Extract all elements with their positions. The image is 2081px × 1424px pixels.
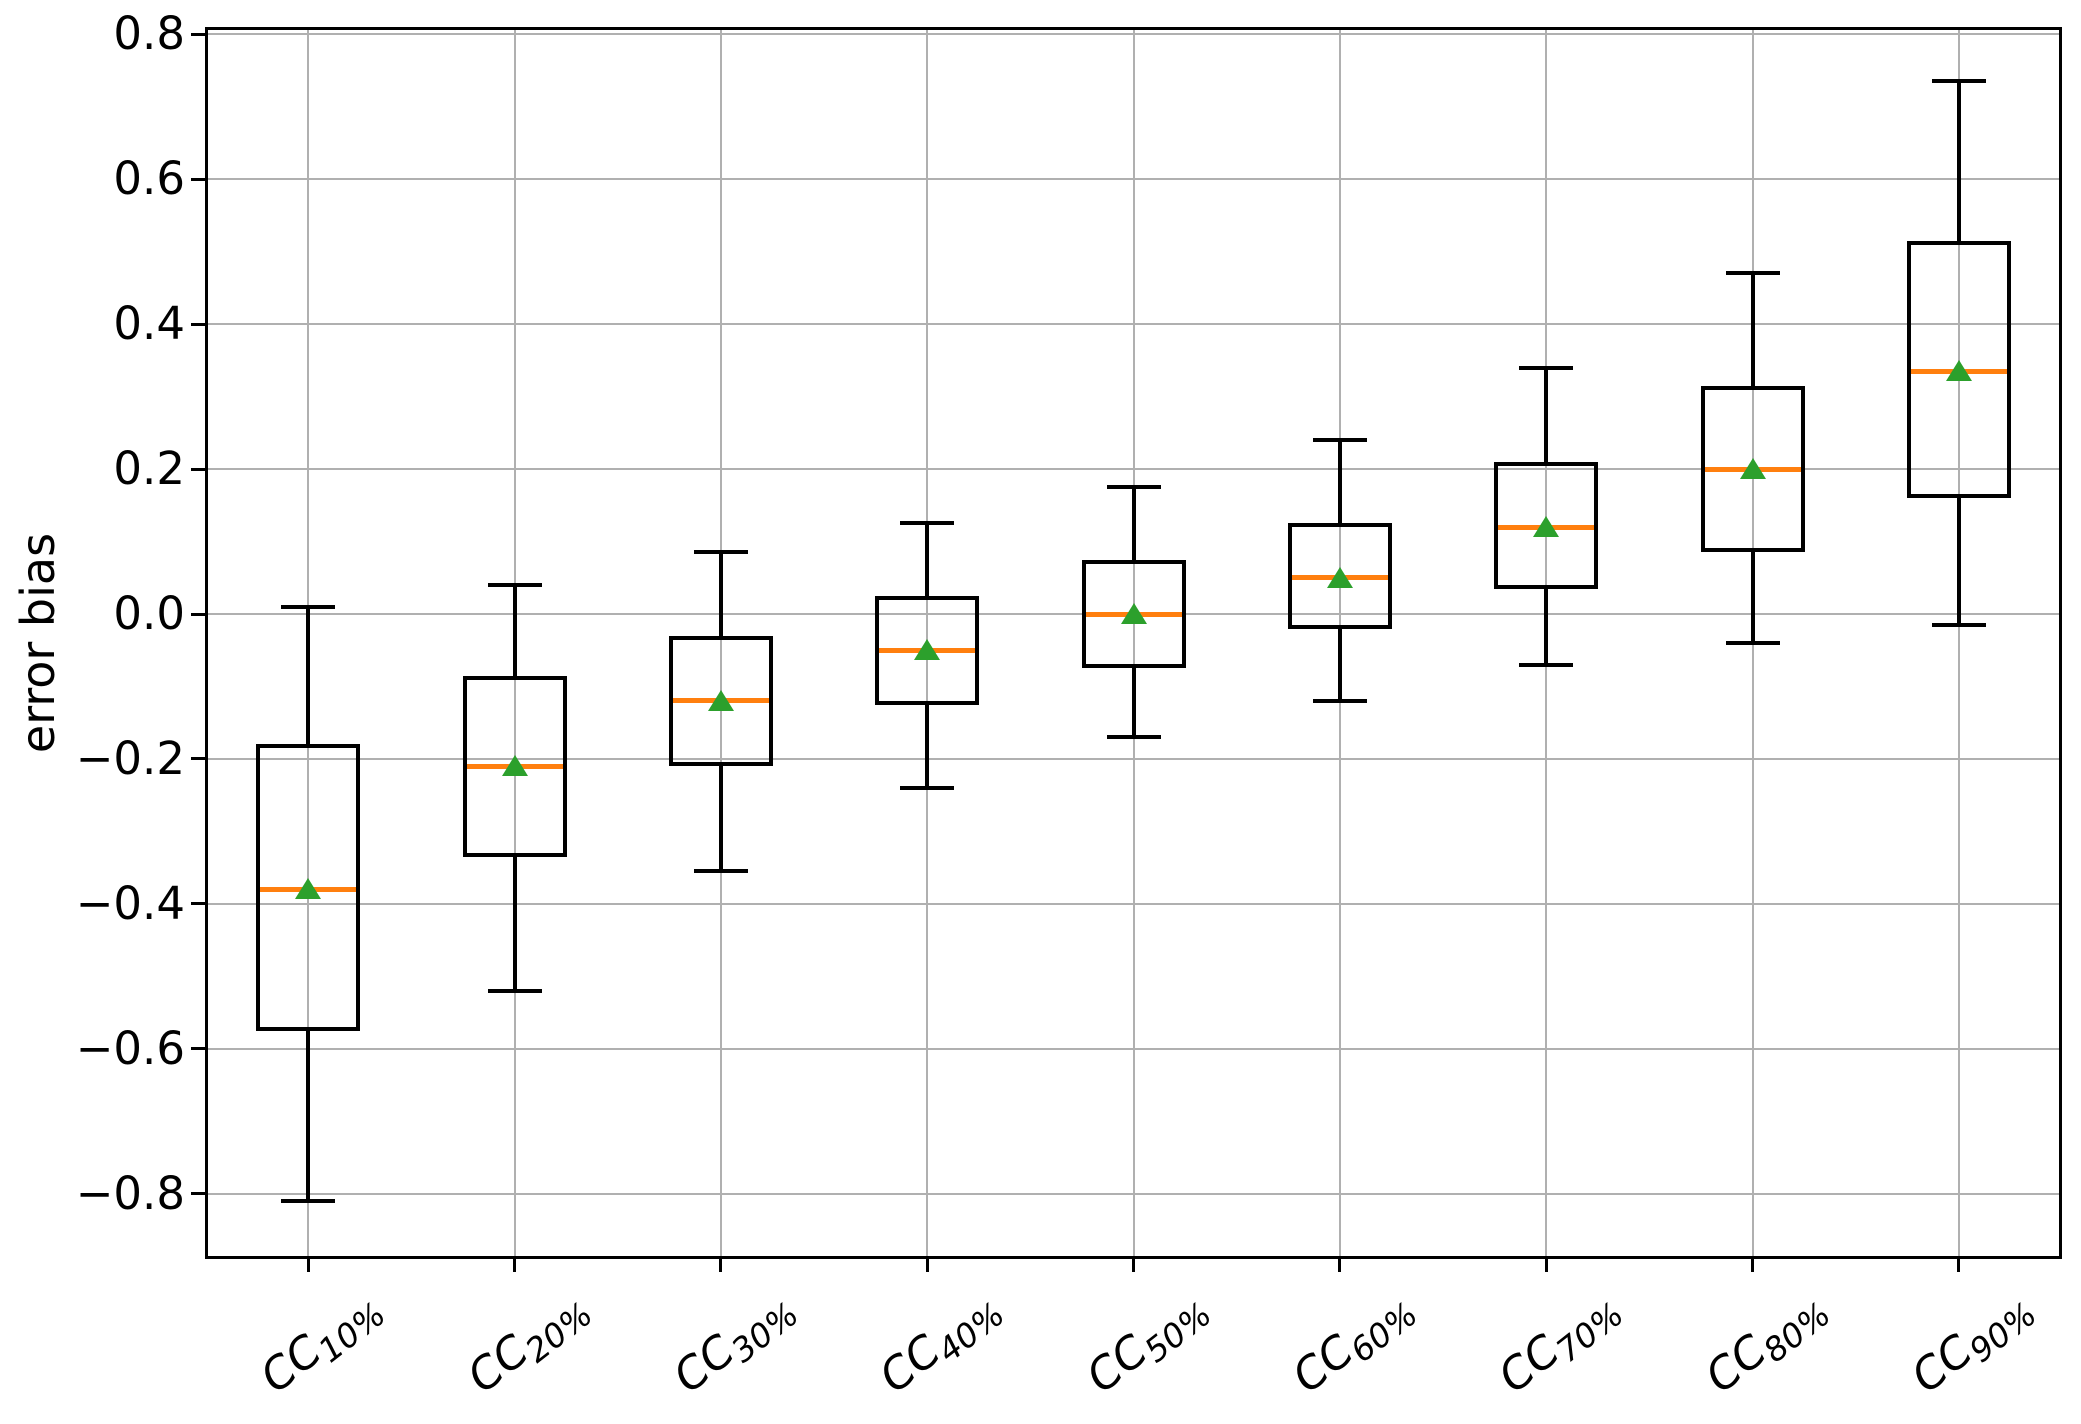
- x-tick-label: CC80%: [1696, 1280, 1837, 1408]
- y-tick-label: 0.6: [113, 152, 185, 206]
- x-tick-label: CC10%: [251, 1280, 392, 1408]
- x-tick-mark: [925, 1259, 929, 1272]
- y-tick-label: −0.8: [75, 1166, 185, 1220]
- x-tick-label-subscript: 80%: [1755, 1294, 1838, 1371]
- vertical-gridline: [513, 30, 516, 1256]
- x-tick-label-prefix: CC: [664, 1325, 744, 1404]
- y-tick-mark: [191, 177, 205, 181]
- vertical-gridline: [1957, 30, 1960, 1256]
- x-tick-label-prefix: CC: [870, 1325, 951, 1404]
- y-tick-mark: [191, 1047, 205, 1051]
- x-tick-label: CC90%: [1902, 1280, 2043, 1408]
- y-tick-mark: [191, 322, 205, 326]
- x-tick-label-prefix: CC: [1076, 1325, 1157, 1404]
- y-tick-mark: [191, 467, 205, 471]
- x-tick-label-prefix: CC: [1695, 1325, 1776, 1404]
- x-tick-mark: [1132, 1259, 1135, 1272]
- y-tick-mark: [191, 32, 205, 36]
- x-tick-mark: [1544, 1259, 1548, 1272]
- y-tick-mark: [191, 757, 205, 761]
- vertical-gridline: [926, 30, 929, 1256]
- vertical-gridline: [1132, 30, 1135, 1256]
- x-tick-label-prefix: CC: [457, 1325, 538, 1404]
- y-tick-mark: [191, 902, 205, 906]
- y-tick-label: −0.4: [75, 876, 185, 930]
- x-tick-label: CC40%: [870, 1280, 1011, 1408]
- x-tick-label-prefix: CC: [1489, 1325, 1570, 1404]
- x-tick-mark: [513, 1259, 516, 1272]
- x-tick-label-prefix: CC: [1902, 1325, 1982, 1404]
- x-tick-label: CC60%: [1283, 1280, 1424, 1408]
- x-tick-label-subscript: 20%: [517, 1294, 600, 1371]
- x-tick-label: CC70%: [1489, 1280, 1630, 1408]
- y-tick-label: 0.4: [113, 297, 185, 351]
- x-tick-label: CC30%: [664, 1280, 805, 1408]
- x-tick-label-subscript: 30%: [723, 1294, 806, 1371]
- x-tick-label-prefix: CC: [251, 1325, 332, 1404]
- x-tick-mark: [1751, 1259, 1754, 1272]
- y-tick-label: −0.6: [75, 1021, 185, 1075]
- x-tick-mark: [719, 1259, 723, 1272]
- y-tick-label: 0.2: [113, 442, 185, 496]
- vertical-gridline: [1338, 30, 1341, 1256]
- x-tick-label: CC20%: [458, 1280, 599, 1408]
- y-tick-mark: [191, 1192, 205, 1196]
- x-tick-label-subscript: 40%: [930, 1294, 1012, 1371]
- x-tick-label-subscript: 70%: [1549, 1294, 1631, 1371]
- x-tick-label-subscript: 60%: [1342, 1294, 1425, 1371]
- plot-area: [205, 27, 2062, 1259]
- x-tick-mark: [1957, 1259, 1961, 1272]
- x-tick-label: CC50%: [1077, 1280, 1218, 1408]
- vertical-gridline: [719, 30, 722, 1256]
- y-tick-label: 0.8: [113, 7, 185, 61]
- vertical-gridline: [1751, 30, 1754, 1256]
- x-tick-label-subscript: 50%: [1136, 1294, 1219, 1371]
- x-tick-mark: [306, 1259, 310, 1272]
- y-axis-label: error bias: [11, 532, 65, 754]
- vertical-gridline: [307, 30, 310, 1256]
- y-tick-mark: [191, 612, 205, 616]
- x-tick-label-subscript: 10%: [311, 1294, 393, 1371]
- vertical-gridline: [1545, 30, 1548, 1256]
- x-tick-label-prefix: CC: [1283, 1325, 1363, 1404]
- x-tick-label-subscript: 90%: [1961, 1294, 2044, 1371]
- x-tick-mark: [1338, 1259, 1342, 1272]
